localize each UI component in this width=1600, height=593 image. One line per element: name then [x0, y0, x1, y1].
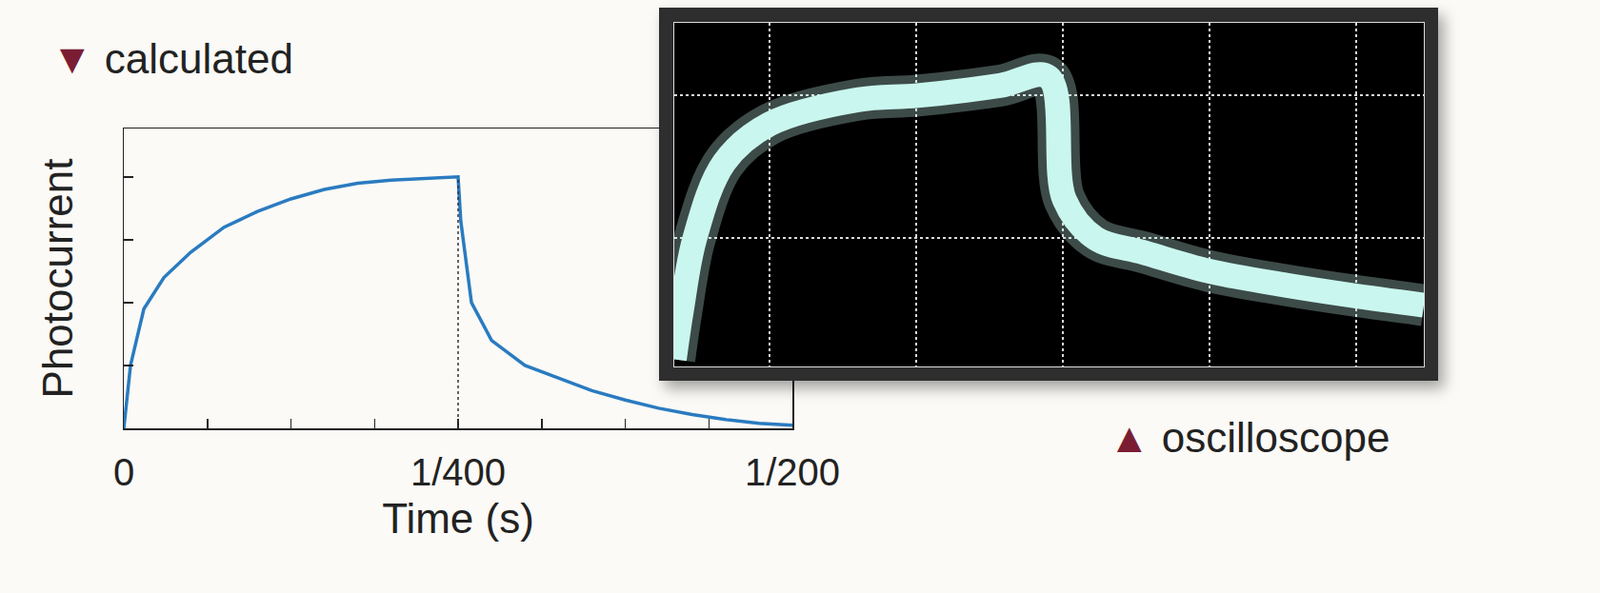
svg-text:Photocurrent: Photocurrent — [34, 159, 81, 400]
svg-text:▼ calculated: ▼ calculated — [51, 35, 294, 82]
svg-text:1/400: 1/400 — [410, 451, 506, 494]
svg-text:1/200: 1/200 — [744, 451, 840, 494]
svg-text:▲ oscilloscope: ▲ oscilloscope — [1108, 414, 1390, 461]
svg-text:0: 0 — [113, 451, 135, 494]
svg-text:Time (s): Time (s) — [381, 495, 535, 542]
